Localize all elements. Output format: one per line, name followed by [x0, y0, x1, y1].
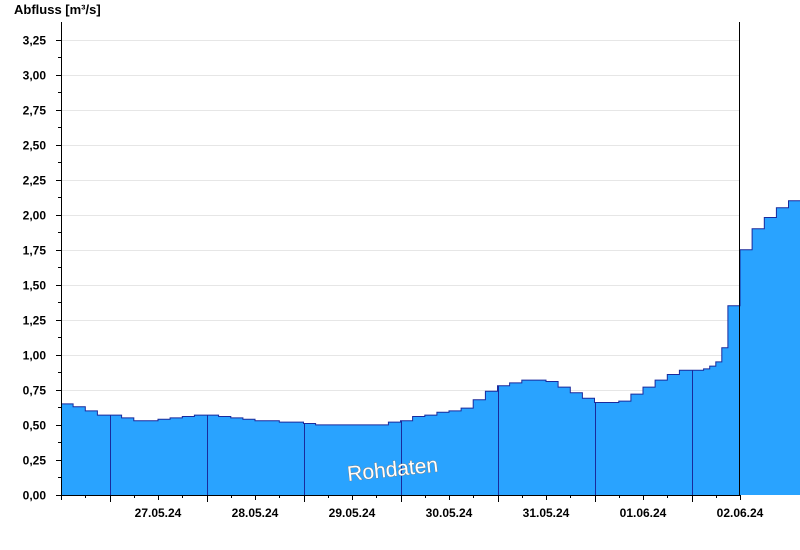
day-dividers [110, 370, 693, 495]
discharge-area-fill [61, 200, 800, 495]
y-tick-label: 3,00 [23, 69, 47, 83]
y-tick-label: 2,00 [23, 209, 47, 223]
discharge-line [61, 200, 800, 426]
y-tick-label: 2,50 [23, 139, 47, 153]
y-tick-label: 0,25 [23, 454, 47, 468]
y-tick-label: 3,25 [23, 34, 47, 48]
y-tick-label: 0,50 [23, 419, 47, 433]
y-tick-label: 0,75 [23, 384, 47, 398]
grid-lines [61, 40, 740, 461]
y-tick-label: 0,00 [23, 489, 47, 503]
x-axis-ticks: 27.05.24 28.05.24 29.05.24 30.05.24 31.05.24… [61, 495, 764, 520]
y-tick-label: 1,75 [23, 244, 47, 258]
y-tick-label: 2,25 [23, 174, 47, 188]
x-tick-label: 02.06.24 [717, 506, 764, 520]
x-tick-label: 29.05.24 [329, 506, 376, 520]
x-tick-label: 01.06.24 [620, 506, 667, 520]
discharge-area [61, 200, 800, 495]
y-tick-label: 1,25 [23, 314, 47, 328]
x-tick-label: 28.05.24 [232, 506, 279, 520]
y-tick-label: 1,50 [23, 279, 47, 293]
y-axis-title: Abfluss [m³/s] [14, 2, 101, 17]
x-tick-label: 30.05.24 [426, 506, 473, 520]
x-tick-label: 31.05.24 [523, 506, 570, 520]
y-tick-label: 1,00 [23, 349, 47, 363]
y-axis-ticks: 0,00 0,25 0,50 0,75 1,00 1,25 1,50 1,75 2,00 2,25… [23, 34, 61, 503]
axes [61, 22, 740, 496]
x-tick-label: 27.05.24 [135, 506, 182, 520]
y-tick-label: 2,75 [23, 104, 47, 118]
